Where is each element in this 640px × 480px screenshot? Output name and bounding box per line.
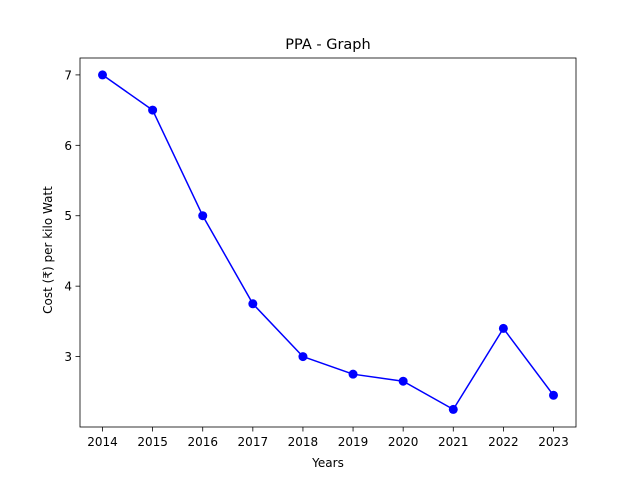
x-tick-label: 2022	[488, 435, 519, 449]
y-tick-label: 6	[64, 139, 72, 153]
y-tick-label: 7	[64, 68, 72, 82]
x-tick-label: 2016	[187, 435, 218, 449]
x-axis-label: Years	[311, 456, 344, 470]
chart-title: PPA - Graph	[285, 37, 370, 53]
data-point	[498, 323, 508, 333]
y-tick-label: 5	[64, 209, 72, 223]
x-tick-label: 2017	[238, 435, 269, 449]
x-tick-label: 2020	[388, 435, 419, 449]
axes-frame	[79, 57, 577, 428]
x-tick-label: 2021	[438, 435, 469, 449]
data-point	[348, 369, 358, 379]
y-axis-label: Cost (₹) per kilo Watt	[41, 186, 55, 314]
data-point	[398, 376, 408, 386]
x-tick-label: 2018	[288, 435, 319, 449]
data-point	[298, 352, 308, 362]
data-point	[198, 211, 208, 221]
data-point	[448, 404, 458, 414]
y-tick-label: 4	[64, 280, 72, 294]
data-point	[98, 70, 107, 80]
plot-area: 2014 2015 2016 2017 2018 2019 2020 2021 2022 2023…	[64, 57, 577, 449]
x-tick-label: 2023	[538, 435, 569, 449]
data-point	[248, 299, 258, 309]
data-point	[549, 390, 558, 400]
data-point	[148, 105, 158, 115]
x-tick-label: 2015	[137, 435, 168, 449]
y-tick-label: 3	[64, 350, 72, 364]
x-tick-label: 2019	[338, 435, 369, 449]
series-line	[102, 74, 555, 411]
x-tick-label: 2014	[87, 435, 118, 449]
